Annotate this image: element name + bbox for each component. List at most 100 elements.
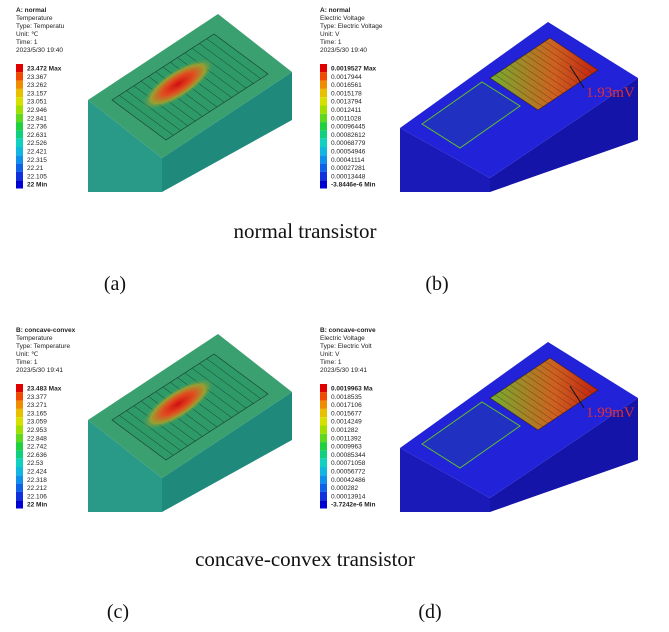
legend-value: 0.0011028	[331, 115, 362, 122]
legend-value: 0.00027281	[331, 165, 366, 172]
header-line: Type: Electric Voltage	[320, 23, 383, 30]
header-line: Type: Temperatu	[16, 23, 65, 30]
panel-label: (c)	[107, 601, 129, 623]
legend-value: 23.059	[27, 419, 47, 426]
header-line: Electric Voltage	[320, 335, 365, 342]
header-line: Time: 1	[320, 359, 342, 366]
legend-swatch	[320, 459, 327, 467]
legend-value: 0.0019527 Max	[331, 66, 377, 73]
legend-value: 22.631	[27, 132, 47, 139]
legend-swatch	[16, 401, 23, 409]
caption: normal transistor	[234, 219, 377, 243]
legend-swatch	[320, 97, 327, 105]
legend-swatch	[16, 147, 23, 155]
legend-value: 0.0014249	[331, 419, 362, 426]
legend-swatch	[16, 434, 23, 442]
legend-swatch	[16, 475, 23, 483]
legend-value: 0.0019963 Ma	[331, 386, 373, 393]
panel-label: (b)	[425, 273, 448, 295]
legend-swatch	[320, 89, 327, 97]
legend-swatch	[16, 409, 23, 417]
legend-value: 0.00082612	[331, 132, 366, 139]
legend-value: 23.377	[27, 394, 47, 401]
header-line: Type: Temperature	[16, 343, 70, 350]
legend-swatch	[16, 172, 23, 180]
legend-value: 22.736	[27, 124, 47, 131]
legend-swatch	[320, 442, 327, 450]
legend-value: 0.00071058	[331, 460, 366, 467]
annotation: 1.99mV	[586, 405, 635, 421]
header-line: B: concave-convex	[16, 327, 76, 334]
legend-swatch	[320, 64, 327, 72]
legend-swatch	[320, 155, 327, 163]
header-line: Type: Electric Volt	[320, 343, 372, 350]
legend-value: 0.00085344	[331, 452, 366, 459]
legend-swatch	[16, 155, 23, 163]
header-line: 2023/5/30 19:41	[16, 367, 63, 374]
legend-swatch	[16, 426, 23, 434]
legend-value: 23.157	[27, 90, 47, 97]
legend-value: 23.165	[27, 410, 47, 417]
legend-swatch	[16, 459, 23, 467]
panel-label: (a)	[104, 273, 126, 295]
figure: normal transistor concave-convex transis…	[0, 0, 669, 632]
header-line: 2023/5/30 19:41	[320, 367, 367, 374]
legend-value: 22.421	[27, 149, 47, 156]
panel-label: (d)	[418, 601, 441, 623]
legend-swatch	[16, 484, 23, 492]
legend-swatch	[16, 97, 23, 105]
legend-swatch	[16, 384, 23, 392]
legend-value: 0.000282	[331, 485, 358, 492]
legend-swatch	[16, 130, 23, 138]
legend-value: 22.953	[27, 427, 47, 434]
legend-swatch	[320, 180, 327, 188]
header-line: Temperature	[16, 15, 53, 22]
legend-value: 22.212	[27, 485, 47, 492]
legend-swatch	[16, 164, 23, 172]
legend-value: 0.00013448	[331, 173, 366, 180]
legend-swatch	[320, 81, 327, 89]
legend-swatch	[16, 139, 23, 147]
legend-swatch	[320, 434, 327, 442]
legend-swatch	[320, 450, 327, 458]
legend-value: 0.00096445	[331, 124, 366, 131]
legend-swatch	[320, 392, 327, 400]
legend-value: 22.841	[27, 115, 47, 122]
legend-value: 0.0009963	[331, 444, 362, 451]
legend-swatch	[16, 417, 23, 425]
legend-value: 22.105	[27, 173, 47, 180]
legend-swatch	[16, 442, 23, 450]
legend-value: 23.483 Max	[27, 386, 62, 393]
header-line: 2023/5/30 19:40	[320, 47, 367, 54]
legend-value: 0.0017944	[331, 74, 362, 81]
legend-swatch	[320, 72, 327, 80]
legend-value: 0.0013794	[331, 99, 362, 106]
legend-value: 22.636	[27, 452, 47, 459]
legend-value: 23.051	[27, 99, 47, 106]
legend-swatch	[320, 484, 327, 492]
legend-value: 0.0016561	[331, 82, 362, 89]
legend-value: 22.946	[27, 107, 47, 114]
legend-swatch	[16, 500, 23, 508]
legend-swatch	[16, 106, 23, 114]
legend-value: 22.21	[27, 165, 44, 172]
legend-value: 22 Min	[27, 182, 47, 189]
legend-value: -3.8446e-6 Min	[331, 182, 375, 189]
legend-swatch	[320, 500, 327, 508]
legend-value: 0.00056772	[331, 469, 366, 476]
header-line: Temperature	[16, 335, 53, 342]
legend-value: 22.315	[27, 157, 47, 164]
legend-value: 23.262	[27, 82, 47, 89]
legend-swatch	[320, 164, 327, 172]
legend-value: 0.0011392	[331, 435, 362, 442]
legend-swatch	[320, 475, 327, 483]
legend-value: 22.848	[27, 435, 47, 442]
legend-swatch	[320, 417, 327, 425]
legend-value: 22 Min	[27, 502, 47, 509]
header-line: A: normal	[16, 7, 47, 14]
header-line: Unit: V	[320, 31, 340, 38]
legend-swatch	[16, 89, 23, 97]
legend-value: 0.00042486	[331, 477, 366, 484]
legend-swatch	[16, 72, 23, 80]
